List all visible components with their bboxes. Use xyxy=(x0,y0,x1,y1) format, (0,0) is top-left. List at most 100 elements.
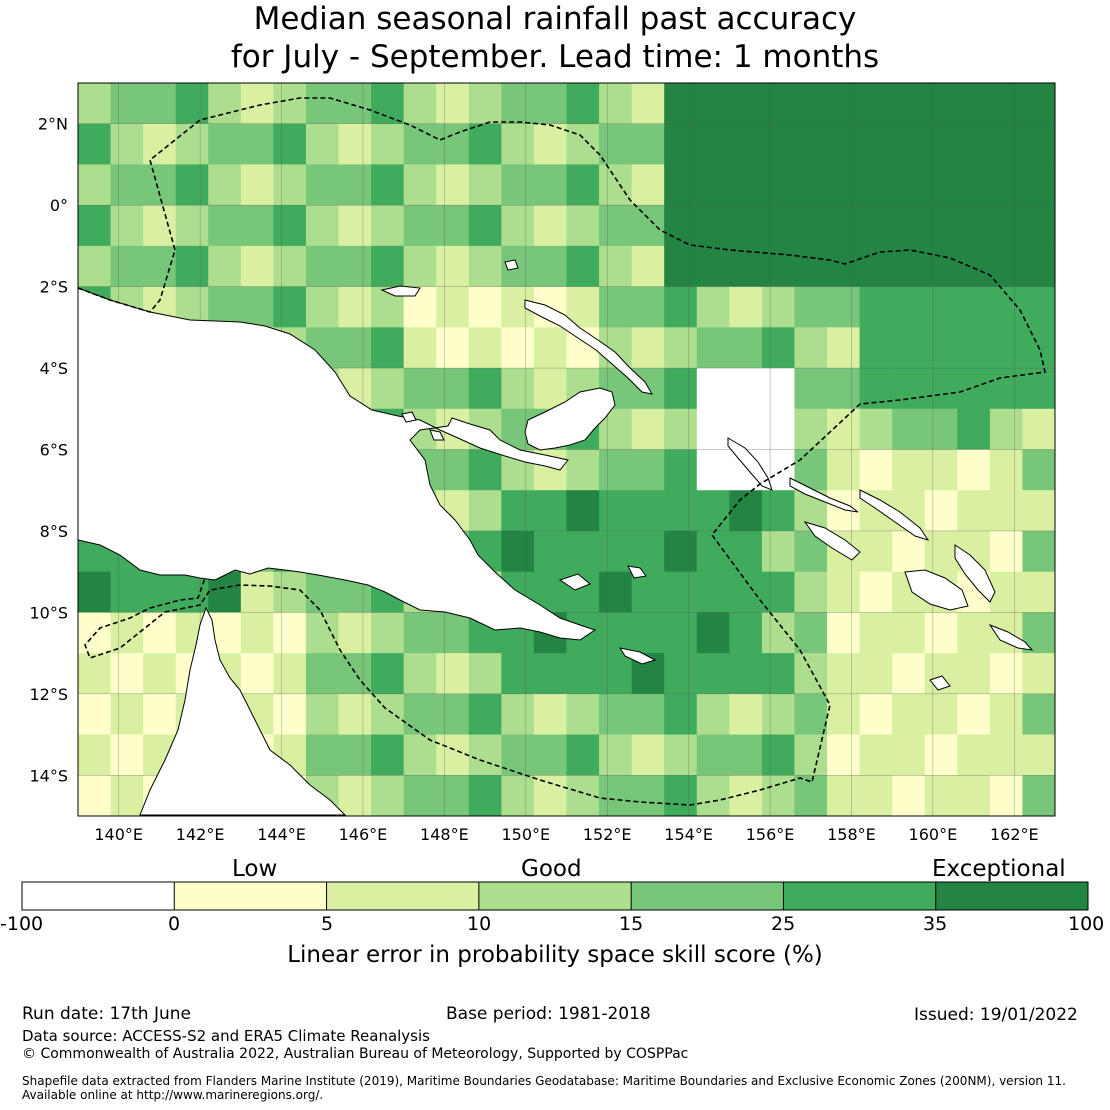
grid-cell xyxy=(468,775,502,816)
grid-cell xyxy=(468,286,502,328)
grid-cell xyxy=(729,286,763,328)
grid-cell xyxy=(143,653,177,695)
grid-cell xyxy=(664,693,698,736)
grid-cell xyxy=(436,653,470,695)
grid-cell xyxy=(696,653,730,695)
grid-cell xyxy=(533,693,567,736)
run-date: Run date: 17th June xyxy=(22,1004,191,1024)
grid-cell xyxy=(403,164,437,206)
lat-label: 14°S xyxy=(29,766,68,785)
grid-cell xyxy=(175,205,209,247)
grid-cell xyxy=(599,653,633,695)
colorbar-swatch xyxy=(631,882,784,910)
grid-cell xyxy=(208,164,242,206)
grid-cell xyxy=(338,83,372,125)
grid-cell xyxy=(827,449,861,491)
grid-cell xyxy=(924,245,958,288)
shapefile-credit-1: Shapefile data extracted from Flanders M… xyxy=(22,1074,1066,1088)
grid-cell xyxy=(436,327,470,369)
colorbar-swatch xyxy=(478,882,632,910)
grid-cell xyxy=(729,490,763,532)
grid-cell xyxy=(827,693,861,736)
grid-cell xyxy=(1022,490,1055,532)
grid-cell xyxy=(696,408,730,450)
grid-cell xyxy=(827,123,861,165)
grid-cell xyxy=(696,245,730,288)
grid-cell xyxy=(892,164,926,206)
grid-cell xyxy=(631,123,665,165)
grid-cell xyxy=(273,693,307,736)
grid-cell xyxy=(696,123,730,165)
grid-cell xyxy=(827,245,861,288)
colorbar-frame xyxy=(21,881,1089,911)
grid-cell xyxy=(957,408,991,450)
grid-cell xyxy=(403,368,437,410)
grid-cell xyxy=(729,653,763,695)
grid-cell xyxy=(143,571,177,613)
grid-cell xyxy=(924,164,958,206)
grid-cell xyxy=(501,205,535,247)
grid-cell xyxy=(729,123,763,165)
gridlines xyxy=(78,83,1055,816)
lon-label: 158°E xyxy=(827,825,876,844)
colorbar-swatch xyxy=(783,882,936,910)
tick-25: 25 xyxy=(771,913,796,935)
grid-cell xyxy=(371,693,405,736)
grid-cell xyxy=(273,123,307,165)
grid-cell xyxy=(794,205,828,247)
grid-cell xyxy=(761,368,795,410)
grid-cell xyxy=(78,245,112,288)
grid-cell xyxy=(78,83,112,125)
grid-cell xyxy=(631,693,665,736)
grid-cell xyxy=(794,571,828,613)
grid-cell xyxy=(305,164,340,206)
grid-cell xyxy=(892,612,926,654)
grid-cell xyxy=(631,530,665,573)
grid-cell xyxy=(696,164,730,206)
base-period: Base period: 1981-2018 xyxy=(446,1004,651,1024)
grid-cell xyxy=(957,775,991,816)
lat-label: 12°S xyxy=(29,685,68,704)
grid-cell xyxy=(892,83,926,125)
grid-cell xyxy=(110,734,144,776)
grid-cell xyxy=(436,368,470,410)
small-island-2 xyxy=(429,429,445,441)
grid-cell xyxy=(924,408,958,450)
grid-cell xyxy=(599,490,633,532)
issued-date: Issued: 19/01/2022 xyxy=(914,1005,1078,1025)
grid-cell xyxy=(110,205,144,247)
guadalcanal-coast xyxy=(904,569,969,611)
grid-cell xyxy=(305,83,340,125)
grid-cell xyxy=(631,612,665,654)
data-source: Data source: ACCESS-S2 and ERA5 Climate … xyxy=(22,1027,430,1045)
grid-cell xyxy=(729,164,763,206)
grid-cell xyxy=(924,530,958,573)
grid-cell xyxy=(240,164,274,206)
grid-cell xyxy=(957,245,991,288)
grid-cell xyxy=(436,693,470,736)
grid-cell xyxy=(110,693,144,736)
grid-cell xyxy=(827,612,861,654)
grid-cell xyxy=(533,368,567,410)
tick-minus100: -100 xyxy=(0,913,44,935)
grid-cell xyxy=(957,286,991,328)
grid-cell xyxy=(761,205,795,247)
tick-5: 5 xyxy=(321,913,334,935)
grid-cell xyxy=(599,245,633,288)
grid-cell xyxy=(371,327,405,369)
grid-cell xyxy=(924,286,958,328)
louisiade-islands xyxy=(618,647,657,665)
grid-cell xyxy=(240,653,274,695)
grid-cell xyxy=(859,530,893,573)
grid-cell xyxy=(533,327,567,369)
grid-cell xyxy=(403,83,437,125)
grid-cell xyxy=(892,368,926,410)
grid-cell xyxy=(729,612,763,654)
grid-cell xyxy=(989,123,1023,165)
grid-cell xyxy=(957,83,991,125)
grid-cell xyxy=(794,123,828,165)
grid-cell xyxy=(892,286,926,328)
grid-cell xyxy=(794,612,828,654)
grid-cell xyxy=(436,775,470,816)
grid-cell xyxy=(989,164,1023,206)
